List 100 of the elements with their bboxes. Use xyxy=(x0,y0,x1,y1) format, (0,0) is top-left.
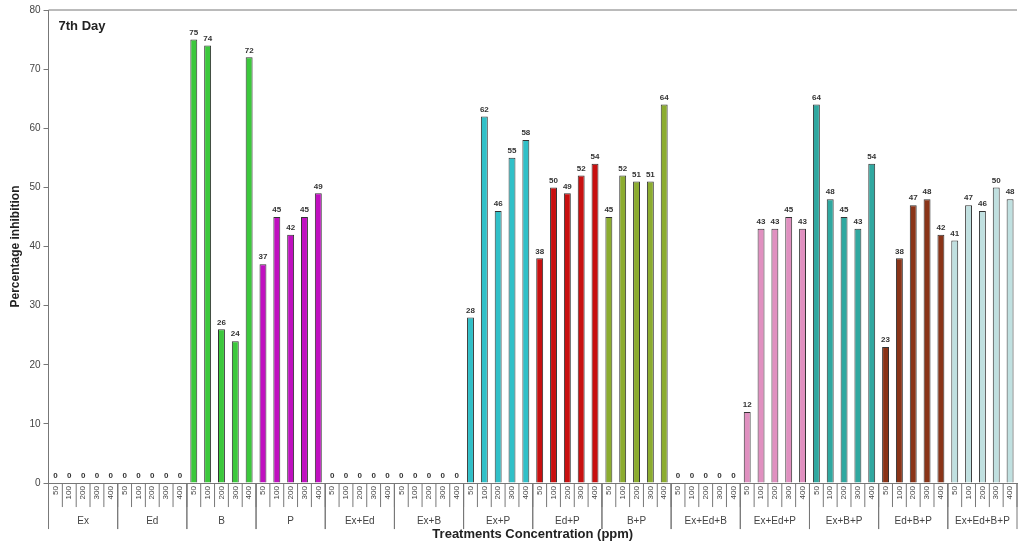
x-tick-label: 400 xyxy=(728,485,738,500)
x-tick-label: 100 xyxy=(133,485,143,500)
data-label: 43 xyxy=(756,216,767,226)
text: Ex+Ed+B+P xyxy=(955,514,1011,526)
x-tick-label: 400 xyxy=(521,485,531,500)
text: P xyxy=(287,514,295,526)
y-tick-label: 40 xyxy=(29,240,41,252)
x-tick-label: 400 xyxy=(1005,485,1015,500)
data-label: 26 xyxy=(217,317,227,327)
data-label: 43 xyxy=(770,216,780,226)
legend-label: Ex+Ed xyxy=(344,514,375,526)
data-label: 0 xyxy=(122,471,128,481)
x-tick-label: 200 xyxy=(839,485,849,500)
data-label: 23 xyxy=(881,335,891,345)
data-label: 42 xyxy=(936,222,946,232)
x-tick-label: 100 xyxy=(479,485,489,500)
x-tick-label: 200 xyxy=(78,485,88,500)
data-label: 62 xyxy=(479,104,490,114)
text: B+P xyxy=(626,514,647,526)
data-label: 50 xyxy=(549,175,559,185)
data-label: 58 xyxy=(521,128,531,138)
data-label: 48 xyxy=(825,187,836,197)
data-label: 49 xyxy=(313,181,324,191)
x-tick-label: 50 xyxy=(50,485,60,495)
y-tick-label: 60 xyxy=(29,122,41,134)
data-label: 45 xyxy=(300,205,310,215)
x-tick-label: 300 xyxy=(161,485,171,500)
x-tick-label: 50 xyxy=(396,485,406,495)
x-tick-label: 300 xyxy=(991,485,1001,500)
x-tick-label: 200 xyxy=(977,485,987,500)
x-tick-label: 200 xyxy=(355,485,365,500)
data-label: 52 xyxy=(576,163,587,173)
data-label: 0 xyxy=(136,471,142,481)
data-label: 43 xyxy=(853,216,863,226)
data-label: 72 xyxy=(244,45,255,55)
text: Ed+B+P xyxy=(894,514,933,526)
data-label: 48 xyxy=(922,187,933,197)
y-tick-label: 50 xyxy=(29,181,41,193)
data-label: 54 xyxy=(590,151,601,161)
x-tick-label: 100 xyxy=(202,485,212,500)
data-label: 0 xyxy=(343,471,349,481)
legend-label: Ex+B xyxy=(416,514,442,526)
x-tick-label: 200 xyxy=(562,485,572,500)
x-tick-label: 300 xyxy=(507,485,517,500)
legend-label: Ex+Ed+B xyxy=(684,514,728,526)
x-tick-label: 300 xyxy=(853,485,863,500)
x-tick-label: 200 xyxy=(285,485,295,500)
x-tick-label: 100 xyxy=(64,485,74,500)
x-tick-label: 100 xyxy=(410,485,420,500)
data-label: 43 xyxy=(798,216,808,226)
x-tick-label: 200 xyxy=(908,485,918,500)
text: Ex+Ed+P xyxy=(753,514,797,526)
data-label: 0 xyxy=(399,471,405,481)
data-label: 50 xyxy=(991,175,1002,185)
x-axis-title: Treatments Concentration (ppm) xyxy=(432,525,634,541)
data-label: 64 xyxy=(659,92,670,102)
x-tick-label: 200 xyxy=(493,485,503,500)
x-tick-label: 100 xyxy=(548,485,558,500)
data-label: 0 xyxy=(426,471,432,481)
x-tick-label: 100 xyxy=(687,485,697,500)
x-tick-label: 200 xyxy=(216,485,226,500)
data-label: 45 xyxy=(839,205,850,215)
text: B xyxy=(218,514,226,526)
x-tick-label: 300 xyxy=(368,485,378,500)
x-tick-label: 400 xyxy=(659,485,669,500)
x-tick-label: 300 xyxy=(92,485,102,500)
data-label: 0 xyxy=(357,471,363,481)
data-label: 0 xyxy=(454,471,460,481)
x-tick-label: 300 xyxy=(299,485,309,500)
x-tick-label: 50 xyxy=(742,485,752,495)
y-tick-label: 70 xyxy=(29,62,41,74)
y-tick-label: 80 xyxy=(29,3,41,15)
data-label: 0 xyxy=(67,471,73,481)
x-tick-label: 100 xyxy=(756,485,766,500)
x-tick-label: 50 xyxy=(604,485,614,495)
x-tick-label: 400 xyxy=(313,485,323,500)
data-label: 0 xyxy=(385,471,391,481)
x-tick-label: 200 xyxy=(770,485,780,500)
x-tick-label: 300 xyxy=(438,485,448,500)
x-tick-label: 300 xyxy=(230,485,240,500)
x-tick-label: 400 xyxy=(382,485,392,500)
data-label: 0 xyxy=(412,471,418,481)
x-tick-label: 200 xyxy=(631,485,641,500)
y-tick-label: 20 xyxy=(29,358,41,370)
data-label: 0 xyxy=(689,471,695,481)
data-label: 47 xyxy=(964,193,974,203)
x-tick-label: 50 xyxy=(189,485,198,495)
x-tick-label: 50 xyxy=(534,485,544,495)
x-tick-label: 100 xyxy=(894,485,904,500)
x-tick-label: 100 xyxy=(617,485,627,500)
data-label: 74 xyxy=(203,33,213,43)
y-tick-label: 0 xyxy=(34,476,41,488)
data-label: 46 xyxy=(977,199,988,209)
x-tick-label: 400 xyxy=(105,485,115,500)
x-tick-label: 200 xyxy=(700,485,710,500)
data-label: 0 xyxy=(150,471,156,481)
x-tick-label: 100 xyxy=(341,485,351,500)
x-tick-label: 50 xyxy=(949,485,959,495)
data-label: 55 xyxy=(507,146,517,156)
data-label: 45 xyxy=(784,205,794,215)
